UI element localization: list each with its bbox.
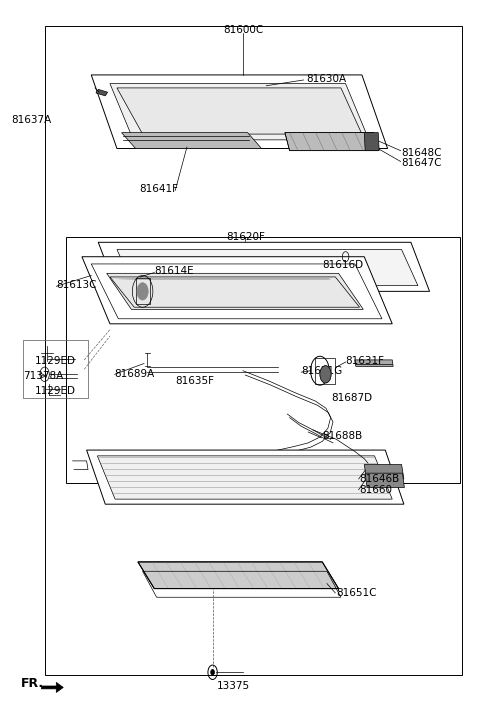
Text: 71378A: 71378A (23, 371, 63, 382)
Polygon shape (138, 562, 339, 589)
Polygon shape (97, 456, 392, 499)
Text: 81689A: 81689A (114, 369, 155, 379)
Polygon shape (117, 88, 362, 134)
Text: 81600C: 81600C (223, 25, 263, 35)
Text: 81637A: 81637A (11, 115, 52, 124)
Polygon shape (96, 89, 108, 96)
Polygon shape (107, 273, 363, 310)
Text: 81688B: 81688B (322, 431, 363, 441)
Text: 81630A: 81630A (306, 73, 346, 84)
Polygon shape (91, 75, 388, 148)
Polygon shape (110, 84, 369, 140)
Polygon shape (41, 683, 63, 693)
Text: 81620F: 81620F (226, 231, 265, 241)
Text: 81648C: 81648C (401, 148, 442, 158)
Polygon shape (117, 249, 418, 286)
Text: 81614E: 81614E (154, 266, 194, 276)
Text: 81671G: 81671G (301, 366, 342, 376)
Circle shape (211, 670, 215, 675)
Polygon shape (98, 242, 430, 292)
Text: 81660: 81660 (360, 486, 393, 496)
Text: 81631F: 81631F (345, 356, 385, 366)
Text: 81646B: 81646B (360, 474, 400, 484)
Circle shape (137, 283, 148, 300)
Text: 13375: 13375 (217, 681, 251, 691)
Text: 81641F: 81641F (139, 184, 179, 194)
Polygon shape (364, 465, 404, 479)
Bar (45, 26, 462, 675)
Text: 81613C: 81613C (56, 280, 97, 290)
Bar (66, 237, 460, 483)
Text: 81635F: 81635F (175, 376, 214, 386)
Polygon shape (87, 450, 404, 505)
Polygon shape (285, 132, 378, 150)
Polygon shape (355, 360, 393, 366)
Text: 81687D: 81687D (331, 393, 373, 403)
Text: 81616D: 81616D (322, 260, 364, 270)
Polygon shape (364, 132, 379, 150)
Polygon shape (82, 257, 392, 324)
Polygon shape (122, 132, 262, 148)
Bar (23, 340, 88, 398)
Polygon shape (365, 473, 404, 488)
Polygon shape (91, 264, 382, 318)
Text: 81651C: 81651C (336, 588, 377, 598)
Text: 1129ED: 1129ED (35, 386, 76, 396)
Text: 1129ED: 1129ED (35, 356, 76, 366)
Circle shape (320, 366, 331, 383)
Text: FR.: FR. (21, 677, 45, 690)
Text: 81647C: 81647C (401, 158, 442, 168)
